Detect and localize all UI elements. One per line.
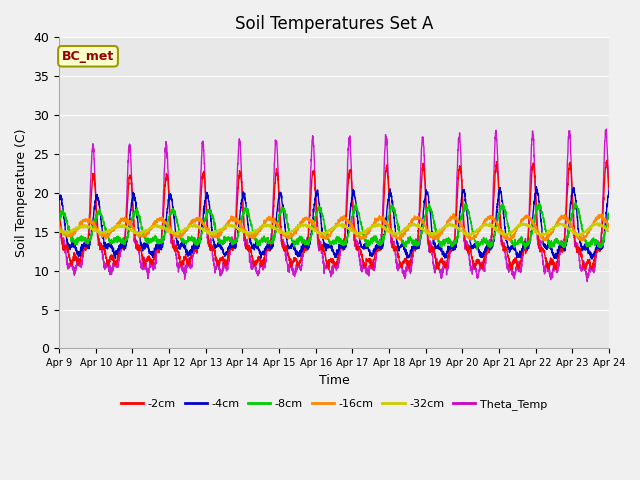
Legend: -2cm, -4cm, -8cm, -16cm, -32cm, Theta_Temp: -2cm, -4cm, -8cm, -16cm, -32cm, Theta_Te… (116, 395, 552, 414)
Text: BC_met: BC_met (62, 50, 114, 63)
X-axis label: Time: Time (319, 373, 349, 387)
Title: Soil Temperatures Set A: Soil Temperatures Set A (235, 15, 433, 33)
Y-axis label: Soil Temperature (C): Soil Temperature (C) (15, 129, 28, 257)
